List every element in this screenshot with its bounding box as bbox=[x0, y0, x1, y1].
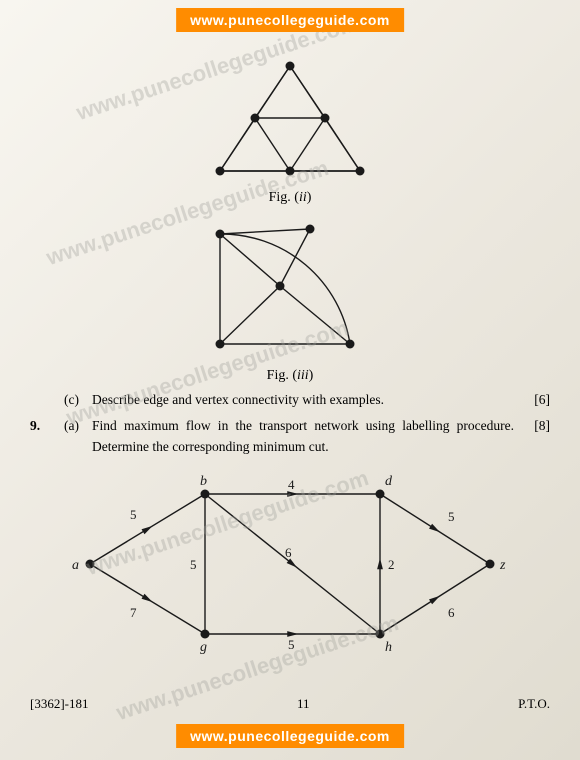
network-graph: 5 7 4 5 6 5 2 5 6 a b g d h z bbox=[50, 469, 530, 664]
svg-text:6: 6 bbox=[448, 605, 455, 620]
page-number: 11 bbox=[297, 696, 310, 712]
svg-text:7: 7 bbox=[130, 605, 137, 620]
figure-iii-caption: Fig. (iii) bbox=[30, 368, 550, 384]
figure-ii-caption: Fig. (ii) bbox=[30, 190, 550, 206]
figure-iii: Fig. (iii) bbox=[30, 214, 550, 384]
figure-iii-graph bbox=[190, 214, 390, 364]
figure-ii: Fig. (ii) bbox=[30, 56, 550, 206]
bottom-banner: www.punecollegeguide.com bbox=[176, 724, 404, 748]
pto-indicator: P.T.O. bbox=[518, 696, 550, 712]
question-marks: [6] bbox=[520, 390, 550, 410]
question-part: (c) bbox=[64, 390, 92, 410]
svg-text:b: b bbox=[200, 474, 207, 489]
question-number bbox=[30, 390, 64, 410]
svg-text:d: d bbox=[385, 474, 393, 489]
figure-ii-graph bbox=[190, 56, 390, 186]
svg-text:a: a bbox=[72, 558, 79, 573]
question-text: Find maximum flow in the transport netwo… bbox=[92, 416, 520, 457]
svg-text:z: z bbox=[499, 558, 506, 573]
svg-text:6: 6 bbox=[285, 545, 292, 560]
question-text: Describe edge and vertex connectivity wi… bbox=[92, 390, 520, 410]
svg-text:h: h bbox=[385, 640, 392, 655]
top-banner: www.punecollegeguide.com bbox=[176, 8, 404, 32]
svg-text:5: 5 bbox=[130, 507, 137, 522]
svg-text:5: 5 bbox=[448, 509, 455, 524]
question-c: (c) Describe edge and vertex connectivit… bbox=[30, 390, 550, 410]
svg-text:2: 2 bbox=[388, 557, 395, 572]
question-9a: 9. (a) Find maximum flow in the transpor… bbox=[30, 416, 550, 457]
question-part: (a) bbox=[64, 416, 92, 457]
exam-page: www.punecollegeguide.com www.punecollegeg… bbox=[0, 0, 580, 760]
svg-text:5: 5 bbox=[288, 637, 295, 652]
question-marks: [8] bbox=[520, 416, 550, 457]
svg-text:g: g bbox=[200, 640, 207, 655]
paper-code: [3362]-181 bbox=[30, 696, 89, 712]
svg-text:4: 4 bbox=[288, 477, 295, 492]
question-number: 9. bbox=[30, 416, 64, 457]
page-footer: [3362]-181 11 P.T.O. bbox=[30, 696, 550, 712]
network-figure: 5 7 4 5 6 5 2 5 6 a b g d h z bbox=[30, 469, 550, 664]
svg-text:5: 5 bbox=[190, 557, 197, 572]
